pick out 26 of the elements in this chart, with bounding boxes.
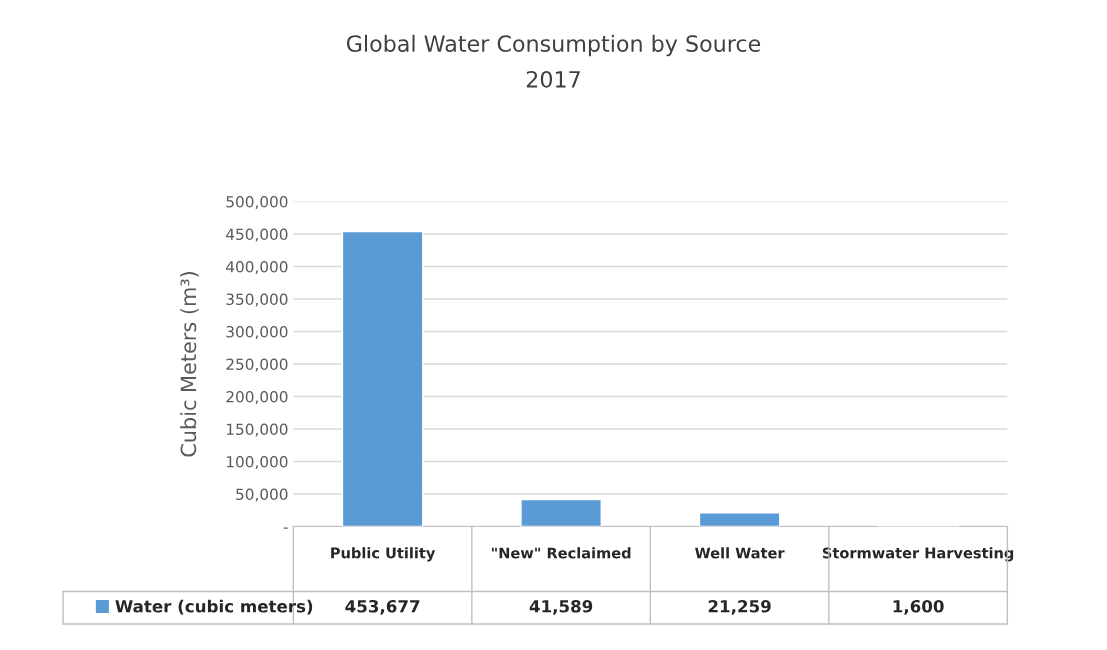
y-tick-label: 200,000 [226,390,288,405]
data-label: 1,600 [893,599,944,615]
chart-subtitle: 2017 [526,70,580,88]
y-tick-label: 300,000 [226,325,288,340]
bar [341,230,424,527]
data-label: 21,259 [708,599,771,615]
x-tick-label: Stormwater Harvesting [822,547,1014,562]
chart-title: Global Water Consumption by Source [346,34,761,57]
x-tick-label: "New" Reclaimed [492,547,631,559]
data-label: 41,589 [529,599,593,615]
y-tick-label: 350,000 [226,293,288,307]
y-tick-label: 500,000 [226,195,288,210]
x-tick-label: Well Water [695,547,785,559]
y-axis-title: Cubic Meters (m³) [180,272,199,457]
y-tick-label: 450,000 [226,228,288,242]
data-label: 453,677 [345,599,420,615]
y-tick-label: 100,000 [226,455,288,470]
y-tick-label: 250,000 [226,358,288,372]
y-tick-label: 50,000 [236,488,288,502]
bar [520,498,602,527]
x-tick-label: Public Utility [331,547,436,562]
y-tick-label: - [283,527,288,529]
bar [698,511,781,527]
y-tick-label: 400,000 [226,260,288,275]
y-tick-label: 150,000 [226,423,288,437]
legend-label: Water (cubic meters) [115,599,313,615]
